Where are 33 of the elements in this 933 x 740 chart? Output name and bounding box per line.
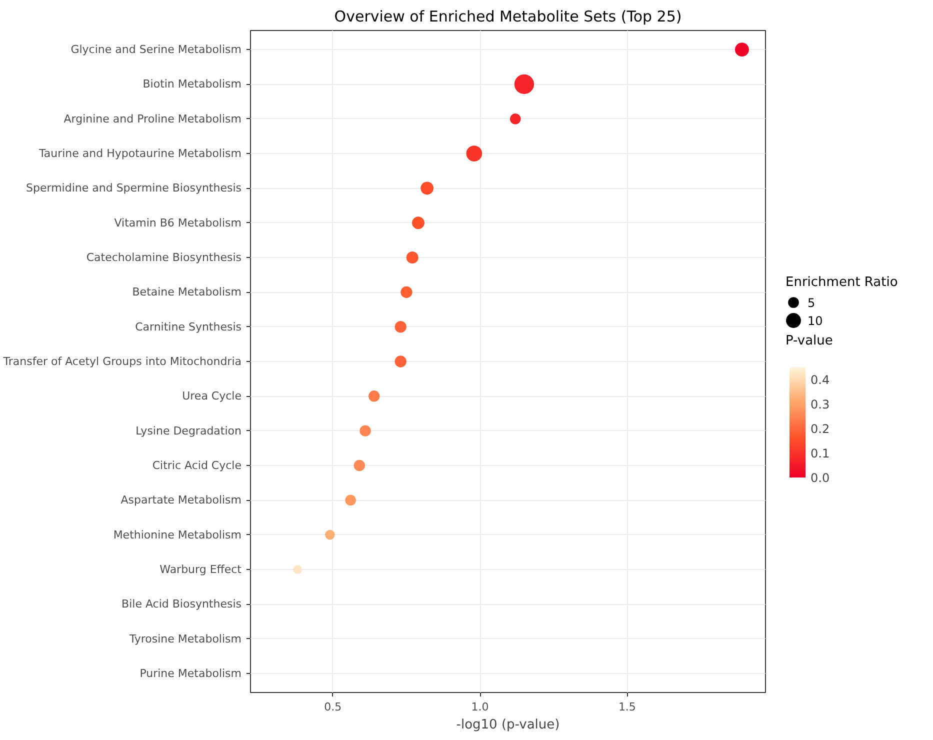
- y-tick-label: Citric Acid Cycle: [152, 458, 242, 472]
- chart-title: Overview of Enriched Metabolite Sets (Top 25): [334, 8, 682, 26]
- y-tick-label: Aspartate Metabolism: [120, 494, 242, 507]
- y-tick-label: Spermidine and Spermine Biosynthesis: [26, 182, 242, 195]
- y-tick-label: Urea Cycle: [182, 390, 242, 403]
- legend-title: Enrichment Ratio: [786, 275, 898, 290]
- color-bar-title: P-value: [786, 334, 833, 349]
- legend-label: 10: [808, 314, 823, 328]
- y-tick-label: Purine Metabolism: [140, 666, 242, 680]
- x-tick-label: 1.0: [471, 700, 489, 714]
- y-tick-label: Betaine Metabolism: [132, 286, 242, 299]
- x-tick-label: 0.5: [324, 700, 342, 714]
- y-tick-label: Glycine and Serine Metabolism: [70, 43, 242, 56]
- color-bar-label: 0.0: [810, 471, 830, 485]
- y-tick-label: Carnitine Synthesis: [135, 320, 242, 334]
- y-tick-label: Vitamin B6 Metabolism: [114, 216, 242, 230]
- y-tick-label: Catecholamine Biosynthesis: [86, 251, 242, 264]
- y-tick-label: Arginine and Proline Metabolism: [64, 112, 242, 126]
- y-tick-label: Lysine Degradation: [136, 424, 242, 438]
- x-tick-label: 1.5: [618, 700, 636, 714]
- y-tick-label: Transfer of Acetyl Groups into Mitochondria: [2, 355, 242, 368]
- y-tick-label: Taurine and Hypotaurine Metabolism: [38, 147, 242, 160]
- color-bar-label: 0.2: [810, 422, 830, 436]
- y-tick-label: Methionine Metabolism: [113, 528, 242, 542]
- color-bar-label: 0.4: [810, 373, 830, 388]
- legend-label: 5: [808, 296, 816, 310]
- y-tick-label: Warburg Effect: [160, 562, 242, 576]
- color-bar-label: 0.3: [810, 398, 830, 412]
- y-tick-label: Biotin Metabolism: [142, 78, 242, 91]
- y-tick-label: Tyrosine Metabolism: [128, 632, 242, 646]
- color-bar-label: 0.1: [810, 446, 830, 461]
- y-tick-label: Bile Acid Biosynthesis: [122, 598, 242, 611]
- x-axis-title: -log10 (p-value): [456, 718, 560, 732]
